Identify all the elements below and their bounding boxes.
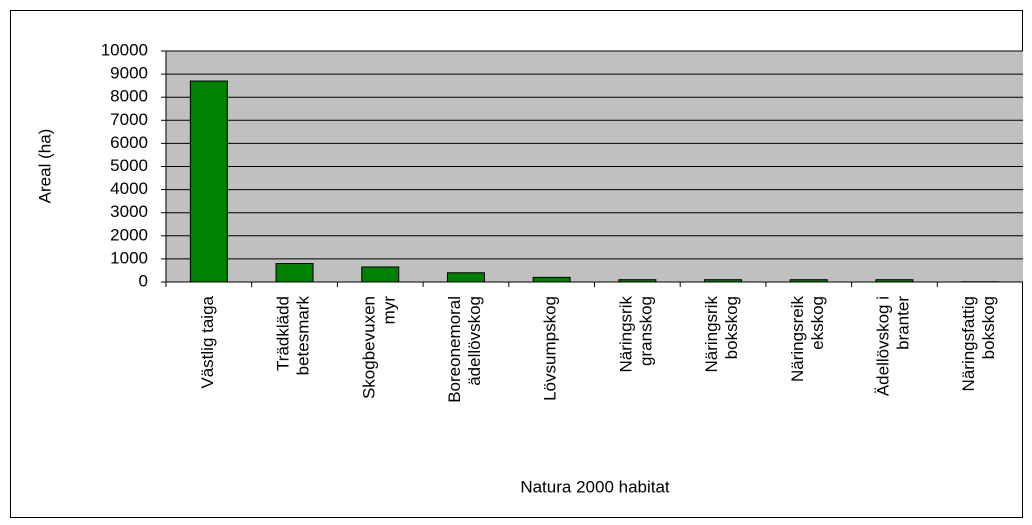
- x-tick-label-line: Trädklädd: [274, 296, 293, 371]
- x-tick-label-line: bokskog: [723, 296, 742, 359]
- y-tick-label: 1000: [110, 248, 148, 267]
- bar: [446, 272, 485, 283]
- y-axis-title: Areal (ha): [35, 129, 54, 204]
- y-tick-label: 0: [139, 271, 148, 290]
- x-tick-label-line: granskog: [637, 296, 656, 366]
- x-tick-label: Trädkläddbetesmark: [274, 296, 313, 376]
- x-tick-label: Näringsreikekskog: [788, 296, 827, 382]
- x-tick-label-line: Näringsreik: [788, 296, 807, 382]
- x-tick-label-line: Boreonemoral: [445, 296, 464, 403]
- y-tick-label: 10000: [101, 40, 148, 59]
- y-tick-label: 9000: [110, 64, 148, 83]
- x-tick-label-line: Lövsumpskog: [541, 296, 560, 401]
- x-tick-label-line: Näringsrik: [617, 296, 636, 373]
- y-tick-label: 8000: [110, 87, 148, 106]
- y-tick-label: 6000: [110, 133, 148, 152]
- y-tick-label: 5000: [110, 156, 148, 175]
- x-tick-label-line: Västlig taiga: [198, 295, 217, 388]
- x-tick-label: Näringsfattigbokskog: [960, 296, 999, 391]
- x-tick-label: Skogbevuxenmyr: [360, 296, 399, 399]
- x-tick-label: Västlig taiga: [198, 295, 217, 388]
- x-tick-label: Lövsumpskog: [541, 296, 560, 401]
- x-tick-label: Näringsrikgranskog: [617, 296, 656, 373]
- x-tick-label-line: betesmark: [294, 296, 313, 376]
- bar: [189, 80, 228, 283]
- y-tick-label: 4000: [110, 179, 148, 198]
- y-tick-label: 7000: [110, 110, 148, 129]
- y-tick-label: 3000: [110, 202, 148, 221]
- x-tick-label-line: ekskog: [808, 296, 827, 350]
- x-tick-label-line: myr: [380, 296, 399, 325]
- x-tick-label-line: Skogbevuxen: [360, 296, 379, 399]
- x-tick-label-line: bokskog: [980, 296, 999, 359]
- bar: [361, 266, 400, 283]
- x-tick-label-line: Näringsrik: [703, 296, 722, 373]
- x-tick-label: Ädellövskog ibranter: [874, 296, 913, 396]
- x-tick-label-line: Ädellövskog i: [874, 296, 893, 396]
- y-tick-label: 2000: [110, 225, 148, 244]
- bar: [275, 263, 314, 283]
- x-tick-label-line: Näringsfattig: [960, 296, 979, 391]
- x-tick-label-line: branter: [894, 296, 913, 350]
- x-tick-label: Näringsrikbokskog: [703, 296, 742, 373]
- x-tick-label: Boreonemoralädellövskog: [445, 296, 484, 403]
- bar: [532, 276, 571, 283]
- x-axis-title: Natura 2000 habitat: [520, 477, 670, 496]
- x-tick-label-line: ädellövskog: [465, 296, 484, 386]
